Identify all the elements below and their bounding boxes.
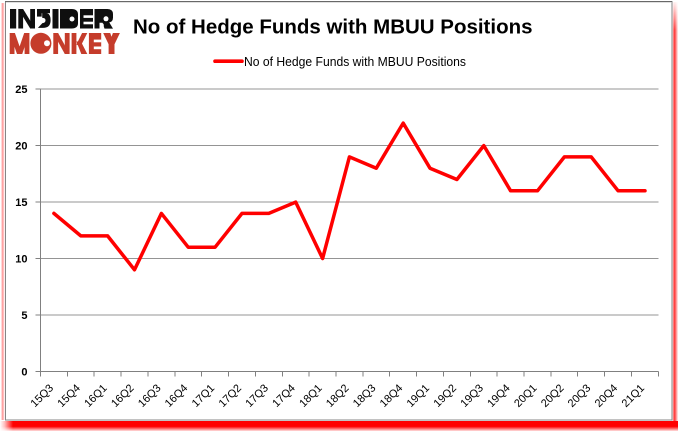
svg-text:10: 10 <box>15 254 27 266</box>
svg-text:5: 5 <box>21 310 27 322</box>
svg-text:25: 25 <box>15 84 27 96</box>
svg-text:20: 20 <box>15 141 27 153</box>
svg-text:0: 0 <box>21 366 27 378</box>
svg-text:No of Hedge Funds with MBUU Po: No of Hedge Funds with MBUU Positions <box>133 17 533 39</box>
svg-text:No of Hedge Funds with MBUU Po: No of Hedge Funds with MBUU Positions <box>244 55 466 69</box>
svg-text:15: 15 <box>15 197 27 209</box>
